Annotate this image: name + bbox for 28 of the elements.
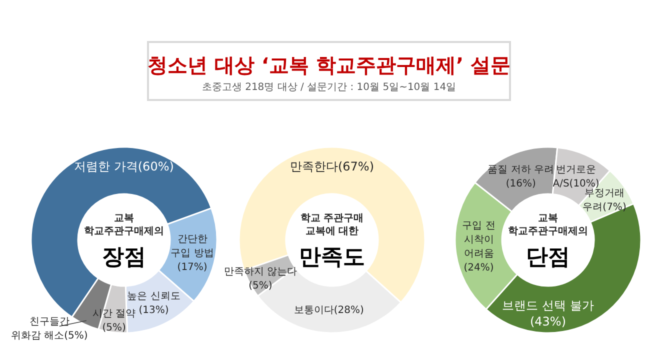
slice-label: 간단한 구입 방법	[170, 234, 214, 260]
slice-label: 저렴한 가격(60%)	[74, 160, 174, 174]
slice-label: 구입 전 시착이 어려움	[462, 220, 496, 260]
data-label: (5%)	[248, 280, 272, 292]
slice-label: 높은 신뢰도	[127, 291, 180, 302]
slice-label: 부정거래 우려(7%)	[582, 188, 626, 213]
text: 학교 주관구매 교복에 대한	[300, 213, 364, 237]
text: 단점	[526, 245, 570, 270]
data-label: (13%)	[138, 305, 169, 316]
data-label: (24%)	[464, 262, 494, 274]
text: 청소년 대상 ‘교복 학교주관구매제’ 설문	[147, 53, 511, 77]
slice-label: 보통이다(28%)	[294, 304, 364, 316]
text: 교복 학교주관구매제의	[508, 213, 588, 237]
slice-label: 품질 저하 우려	[488, 164, 554, 176]
slice-label: 브랜드 선택 불가	[502, 298, 594, 312]
data-label: (5%)	[102, 322, 126, 334]
text: 교복 학교주관구매제의	[84, 213, 164, 237]
data-label: (16%)	[506, 178, 536, 190]
data-label: (43%)	[530, 314, 566, 328]
text: 장점	[102, 245, 146, 270]
data-label: (17%)	[177, 262, 208, 274]
text: 만족도	[299, 245, 365, 270]
slice-label: 만족하지 않는다	[224, 266, 298, 278]
slice-label: 만족한다(67%)	[290, 160, 374, 174]
text: 초중고생 218명 대상 / 설문기간 : 10월 5일~10월 14일	[202, 82, 456, 93]
slice-label: 친구들간 위화감 해소(5%)	[10, 316, 88, 342]
slice-label: 시간 절약	[92, 308, 136, 320]
slice-label: 번거로운 A/S(10%)	[552, 164, 600, 190]
